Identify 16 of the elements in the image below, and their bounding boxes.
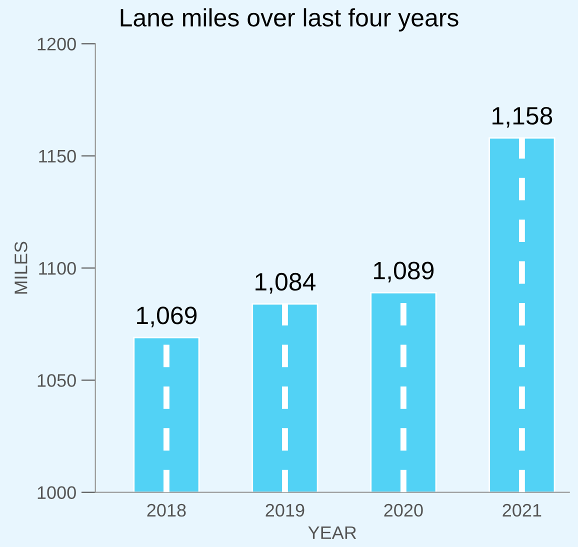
- y-tick-label: 1150: [39, 150, 76, 163]
- data-label: 1,158: [492, 106, 552, 128]
- y-tick-label: 1000: [38, 486, 76, 500]
- chart-title: Lane miles over last four years: [120, 8, 458, 32]
- y-axis-title: MILES: [14, 242, 28, 294]
- data-label: 1,089: [374, 262, 434, 282]
- data-label: 1,069: [137, 306, 197, 328]
- x-tick-label: 2021: [502, 504, 542, 517]
- y-tick-label: 1100: [39, 262, 76, 275]
- y-tick-label: 1200: [38, 38, 76, 50]
- y-tick-label: 1050: [38, 374, 76, 387]
- x-axis-title: YEAR: [308, 526, 356, 539]
- data-label: 1,084: [256, 272, 316, 294]
- x-tick-label: 2018: [147, 504, 186, 517]
- x-tick-label: 2019: [266, 504, 304, 517]
- x-tick-label: 2020: [384, 504, 423, 517]
